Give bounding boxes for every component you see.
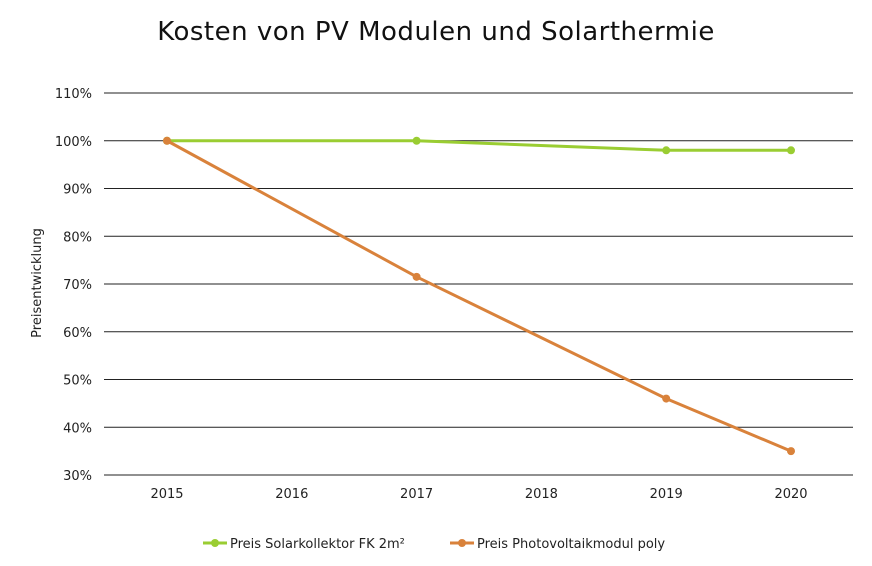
data-point: [412, 272, 421, 281]
gridlines: [104, 92, 853, 476]
y-tick-label: 110%: [55, 87, 92, 102]
x-tick-label: 2019: [650, 487, 683, 502]
series-2: [163, 136, 795, 456]
legend-label: Preis Solarkollektor FK 2m²: [230, 537, 405, 552]
y-tick-label: 40%: [63, 421, 92, 436]
series-line: [165, 139, 793, 152]
x-tick-label: 2020: [774, 487, 807, 502]
y-tick-label: 90%: [63, 183, 92, 198]
x-tick-label: 2016: [275, 487, 308, 502]
x-tick-label: 2015: [150, 487, 183, 502]
legend: Preis Solarkollektor FK 2m² Preis Photovo…: [203, 537, 665, 552]
legend-swatch-marker: [211, 539, 219, 547]
legend-swatch-marker: [458, 539, 466, 547]
legend-label: Preis Photovoltaikmodul poly: [477, 537, 665, 552]
series-lines: [163, 136, 795, 456]
data-point: [662, 394, 671, 403]
x-tick-label: 2017: [400, 487, 433, 502]
y-tick-label: 60%: [63, 326, 92, 341]
y-tick-label: 80%: [63, 230, 92, 245]
y-tick-label: 70%: [63, 278, 92, 293]
data-point: [412, 136, 421, 145]
y-tick-labels: 30% 40% 50% 60% 70% 80% 90% 100% 110%: [55, 87, 92, 484]
data-point: [787, 447, 795, 456]
y-tick-label: 50%: [63, 374, 92, 389]
legend-item: Preis Solarkollektor FK 2m²: [203, 537, 405, 552]
x-tick-labels: 2015 2016 2017 2018 2019 2020: [150, 487, 807, 502]
y-tick-label: 100%: [55, 135, 92, 150]
x-tick-label: 2018: [525, 487, 558, 502]
legend-item: Preis Photovoltaikmodul poly: [450, 537, 665, 552]
data-point: [662, 146, 671, 155]
series-line: [165, 139, 793, 453]
series-1: [163, 136, 795, 155]
chart-title: Kosten von PV Modulen und Solarthermie: [157, 17, 715, 47]
data-point: [163, 136, 171, 145]
y-axis-label: Preisentwicklung: [30, 228, 45, 338]
data-point: [787, 146, 795, 155]
y-tick-label: 30%: [63, 469, 92, 484]
